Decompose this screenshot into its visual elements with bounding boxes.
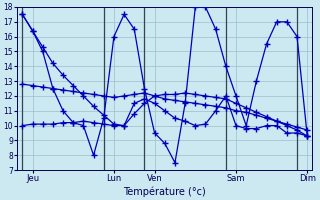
X-axis label: Température (°c): Température (°c) bbox=[124, 186, 206, 197]
